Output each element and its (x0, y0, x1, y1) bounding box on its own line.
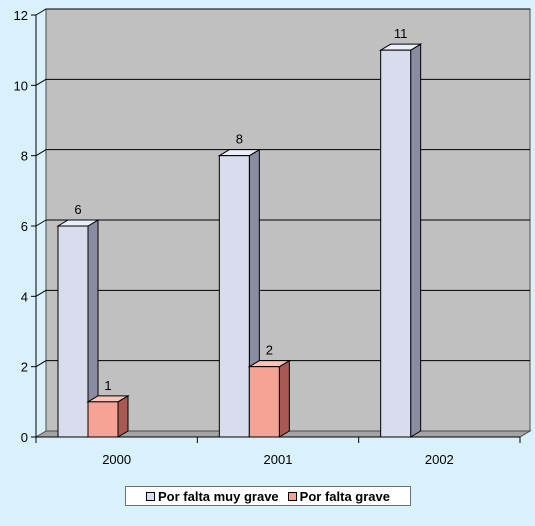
gridline-diagonal (35, 78, 47, 86)
legend-item-muy-grave: Por falta muy grave (146, 489, 279, 504)
data-label: 2 (266, 343, 273, 358)
bar (380, 49, 412, 438)
bar-side (117, 394, 129, 438)
legend-swatch-grave (287, 491, 297, 501)
data-label: 1 (104, 378, 111, 393)
legend-swatch-muy-grave (146, 491, 155, 501)
gridline-diagonal (35, 289, 47, 297)
y-tick-label: 0 (21, 430, 28, 445)
legend-item-grave: Por falta grave (287, 488, 390, 504)
y-tick-label: 2 (21, 360, 28, 375)
bar (218, 155, 250, 438)
legend: Por falta muy grave Por falta grave (125, 486, 411, 506)
y-tick-label: 12 (14, 8, 28, 23)
legend-label-grave: Por falta grave (299, 488, 390, 504)
y-tick-label: 8 (21, 149, 28, 164)
y-tick-label: 4 (21, 289, 28, 304)
y-tick-label: 10 (14, 78, 28, 93)
bar-side (410, 43, 422, 438)
gridline-diagonal (35, 360, 47, 368)
gridline-diagonal (35, 219, 47, 227)
x-tick-label: 2000 (102, 452, 131, 467)
bar (248, 366, 280, 438)
x-tick-label: 2002 (425, 452, 454, 467)
legend-label-muy-grave: Por falta muy grave (158, 488, 279, 504)
data-label: 6 (74, 202, 81, 217)
bar (57, 225, 89, 438)
x-tick-label: 2001 (264, 452, 293, 467)
data-label: 11 (394, 26, 408, 41)
bar (87, 401, 119, 438)
gridline-diagonal (35, 149, 47, 157)
y-tick-label: 6 (21, 219, 28, 234)
gridline-diagonal (35, 8, 47, 16)
data-label: 8 (236, 132, 243, 147)
bar-side (278, 359, 290, 438)
